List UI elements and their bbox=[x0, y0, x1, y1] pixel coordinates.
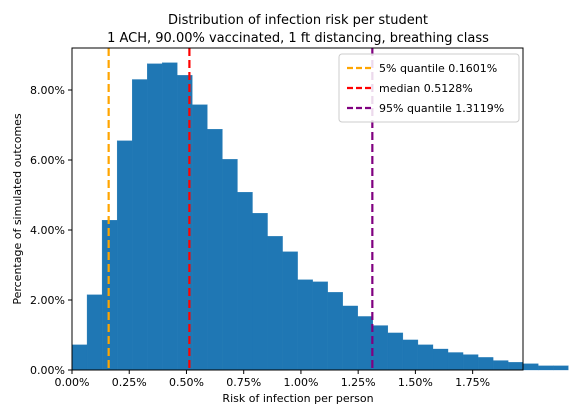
histogram-bar bbox=[207, 129, 223, 371]
y-tick-label: 2.00% bbox=[30, 294, 65, 307]
histogram-bar bbox=[523, 363, 539, 371]
y-tick-label: 4.00% bbox=[30, 224, 65, 237]
histogram-bar bbox=[267, 236, 283, 371]
legend-entry-label: 95% quantile 1.3119% bbox=[379, 102, 504, 115]
histogram-bar bbox=[86, 294, 103, 371]
y-tick-label: 0.00% bbox=[30, 364, 65, 377]
histogram-bar bbox=[432, 348, 449, 371]
histogram-bar bbox=[387, 332, 404, 371]
histogram-bar bbox=[357, 316, 373, 371]
histogram-bar bbox=[71, 344, 88, 371]
legend: 5% quantile 0.1601% median 0.5128% 95% qua… bbox=[338, 53, 520, 123]
legend-box bbox=[338, 53, 520, 123]
histogram-bar bbox=[282, 251, 298, 371]
y-tick-label: 8.00% bbox=[30, 84, 65, 97]
x-tick-label: 0.75% bbox=[226, 376, 261, 389]
histogram-bar bbox=[222, 159, 238, 371]
histogram-bar bbox=[297, 279, 313, 371]
x-tick-label: 0.50% bbox=[169, 376, 204, 389]
histogram-bar bbox=[162, 62, 178, 371]
histogram-bar bbox=[252, 213, 268, 371]
y-tick-label: 6.00% bbox=[30, 154, 65, 167]
histogram-bar bbox=[147, 63, 163, 371]
x-axis: 0.00% 0.25% 0.50% 0.75% 1.00% 1.25% 1.50% 1.75% bbox=[55, 370, 490, 389]
x-axis-label: Risk of infection per person bbox=[222, 392, 373, 405]
histogram-bar bbox=[447, 352, 464, 371]
histogram-bar bbox=[192, 104, 208, 371]
histogram-bar bbox=[477, 357, 494, 371]
histogram-bar bbox=[327, 292, 343, 371]
histogram-bar bbox=[312, 281, 328, 371]
x-tick-label: 1.00% bbox=[283, 376, 318, 389]
histogram-bar bbox=[553, 365, 569, 371]
x-tick-label: 0.25% bbox=[112, 376, 147, 389]
x-tick-label: 1.50% bbox=[398, 376, 433, 389]
histogram-bar bbox=[402, 339, 419, 371]
histogram-bar bbox=[538, 365, 554, 371]
histogram-bar bbox=[132, 79, 148, 371]
histogram-bar bbox=[342, 305, 358, 371]
legend-entry-label: median 0.5128% bbox=[379, 82, 473, 95]
histogram-bar bbox=[116, 140, 133, 371]
histogram-bar bbox=[492, 360, 509, 371]
x-tick-label: 0.00% bbox=[55, 376, 90, 389]
histogram-bar bbox=[508, 362, 524, 371]
plot-frame bbox=[71, 47, 524, 371]
chart-title: Distribution of infection risk per stude… bbox=[168, 13, 428, 28]
legend-entry-label: 5% quantile 0.1601% bbox=[379, 62, 497, 75]
x-tick-label: 1.75% bbox=[455, 376, 490, 389]
histogram-bar bbox=[462, 354, 479, 371]
y-axis-label: Percentage of simulated outcomes bbox=[11, 113, 24, 305]
chart-subtitle: 1 ACH, 90.00% vaccinated, 1 ft distancin… bbox=[107, 31, 489, 46]
x-tick-label: 1.25% bbox=[341, 376, 376, 389]
y-axis: 0.00% 2.00% 4.00% 6.00% 8.00% bbox=[30, 84, 72, 377]
histogram-bar bbox=[417, 344, 434, 371]
histogram-bar bbox=[237, 192, 253, 371]
histogram-bar bbox=[372, 325, 389, 371]
